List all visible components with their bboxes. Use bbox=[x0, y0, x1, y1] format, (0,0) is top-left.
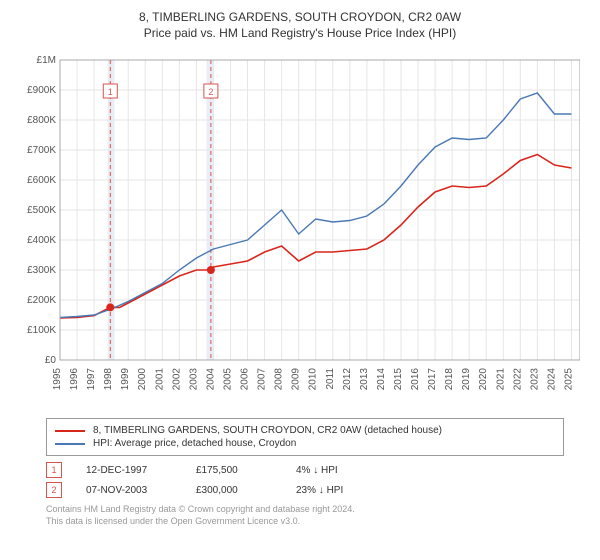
svg-text:2019: 2019 bbox=[461, 368, 472, 391]
marker-price: £175,500 bbox=[196, 465, 296, 476]
svg-text:2017: 2017 bbox=[427, 368, 438, 391]
legend-item: HPI: Average price, detached house, Croy… bbox=[55, 438, 555, 449]
chart-container: 8, TIMBERLING GARDENS, SOUTH CROYDON, CR… bbox=[0, 0, 600, 537]
svg-text:£1M: £1M bbox=[37, 55, 56, 66]
svg-text:2015: 2015 bbox=[393, 368, 404, 391]
svg-text:2004: 2004 bbox=[205, 368, 216, 391]
marker-row: 2 07-NOV-2003 £300,000 23% ↓ HPI bbox=[46, 482, 564, 498]
svg-text:2013: 2013 bbox=[359, 368, 370, 391]
svg-text:1996: 1996 bbox=[69, 368, 80, 391]
legend-label: HPI: Average price, detached house, Croy… bbox=[93, 438, 296, 449]
svg-text:2021: 2021 bbox=[495, 368, 506, 391]
svg-text:£300K: £300K bbox=[27, 265, 56, 276]
footer-line: This data is licensed under the Open Gov… bbox=[46, 516, 564, 528]
svg-text:£100K: £100K bbox=[27, 325, 56, 336]
svg-text:£500K: £500K bbox=[27, 205, 56, 216]
svg-text:£400K: £400K bbox=[27, 235, 56, 246]
svg-text:2009: 2009 bbox=[291, 368, 302, 391]
svg-text:2000: 2000 bbox=[137, 368, 148, 391]
marker-table: 1 12-DEC-1997 £175,500 4% ↓ HPI 2 07-NOV… bbox=[46, 462, 564, 498]
svg-text:2016: 2016 bbox=[410, 368, 421, 391]
svg-text:1999: 1999 bbox=[120, 368, 131, 391]
svg-text:2006: 2006 bbox=[240, 368, 251, 391]
marker-pct: 23% ↓ HPI bbox=[296, 485, 406, 496]
svg-text:£200K: £200K bbox=[27, 295, 56, 306]
legend-swatch bbox=[55, 430, 85, 432]
svg-text:£0: £0 bbox=[45, 355, 57, 366]
marker-date: 07-NOV-2003 bbox=[86, 485, 196, 496]
footer: Contains HM Land Registry data © Crown c… bbox=[46, 504, 564, 527]
marker-date: 12-DEC-1997 bbox=[86, 465, 196, 476]
svg-text:2023: 2023 bbox=[529, 368, 540, 391]
svg-text:2010: 2010 bbox=[308, 368, 319, 391]
marker-price: £300,000 bbox=[196, 485, 296, 496]
svg-text:2007: 2007 bbox=[257, 368, 268, 391]
svg-text:2018: 2018 bbox=[444, 368, 455, 391]
svg-text:£600K: £600K bbox=[27, 175, 56, 186]
legend-box: 8, TIMBERLING GARDENS, SOUTH CROYDON, CR… bbox=[46, 418, 564, 456]
svg-text:£700K: £700K bbox=[27, 145, 56, 156]
svg-text:1997: 1997 bbox=[86, 368, 97, 391]
svg-text:2020: 2020 bbox=[478, 368, 489, 391]
svg-text:2024: 2024 bbox=[546, 368, 557, 391]
svg-text:2014: 2014 bbox=[376, 368, 387, 391]
svg-text:2008: 2008 bbox=[274, 368, 285, 391]
svg-text:2002: 2002 bbox=[171, 368, 182, 391]
legend-label: 8, TIMBERLING GARDENS, SOUTH CROYDON, CR… bbox=[93, 425, 442, 436]
svg-text:2001: 2001 bbox=[154, 368, 165, 391]
chart-area: £0 £100K £200K £300K £400K £500K £600K £700K £80… bbox=[20, 48, 580, 408]
svg-text:2012: 2012 bbox=[342, 368, 353, 391]
marker-row: 1 12-DEC-1997 £175,500 4% ↓ HPI bbox=[46, 462, 564, 478]
legend-swatch bbox=[55, 443, 85, 445]
svg-text:£800K: £800K bbox=[27, 115, 56, 126]
svg-text:1: 1 bbox=[108, 87, 113, 97]
chart-subtitle: Price paid vs. HM Land Registry's House … bbox=[10, 26, 590, 40]
chart-title: 8, TIMBERLING GARDENS, SOUTH CROYDON, CR… bbox=[10, 10, 590, 24]
svg-text:2022: 2022 bbox=[512, 368, 523, 391]
svg-text:2005: 2005 bbox=[222, 368, 233, 391]
svg-text:1995: 1995 bbox=[52, 368, 63, 391]
chart-svg: £0 £100K £200K £300K £400K £500K £600K £700K £80… bbox=[20, 48, 580, 408]
svg-text:2: 2 bbox=[208, 87, 213, 97]
marker-pct: 4% ↓ HPI bbox=[296, 465, 406, 476]
svg-text:2025: 2025 bbox=[563, 368, 574, 391]
marker-badge: 2 bbox=[46, 482, 62, 498]
svg-text:2011: 2011 bbox=[325, 368, 336, 390]
legend-item: 8, TIMBERLING GARDENS, SOUTH CROYDON, CR… bbox=[55, 425, 555, 436]
svg-text:1998: 1998 bbox=[103, 368, 114, 391]
footer-line: Contains HM Land Registry data © Crown c… bbox=[46, 504, 564, 516]
marker-badge: 1 bbox=[46, 462, 62, 478]
svg-text:2003: 2003 bbox=[188, 368, 199, 391]
svg-text:£900K: £900K bbox=[27, 85, 56, 96]
